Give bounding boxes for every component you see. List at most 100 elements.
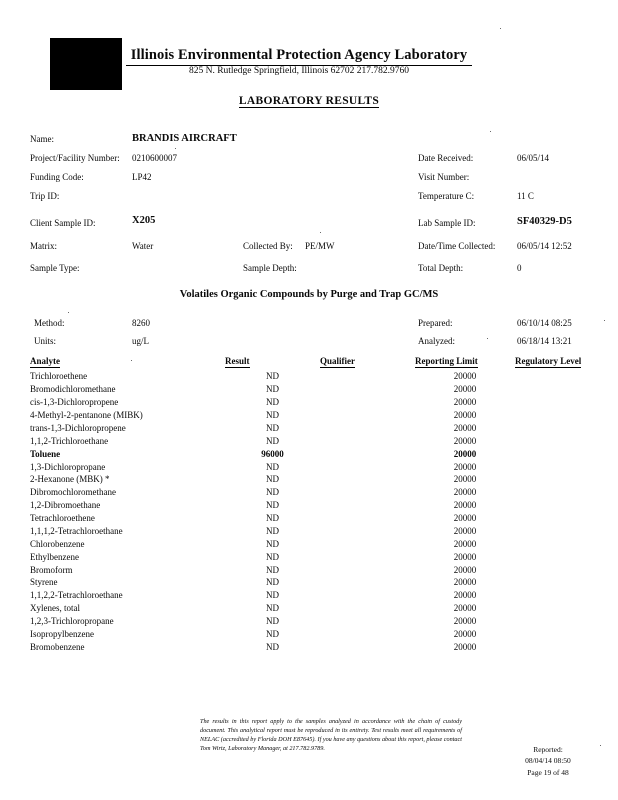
cell-result: ND [266, 641, 279, 652]
cell-result: ND [266, 551, 279, 562]
field-value-prepared: 06/10/14 08:25 [517, 318, 572, 328]
scan-speck [500, 28, 501, 29]
scan-speck [175, 148, 176, 149]
cell-result: 96000 [261, 448, 284, 459]
cell-regulatory-level [515, 499, 600, 512]
cell-qualifier [320, 525, 415, 538]
field-label-client-sample-id: Client Sample ID: [30, 218, 96, 228]
cell-reporting-limit: 20000 [453, 474, 477, 485]
cell-qualifier [320, 460, 415, 473]
cell-analyte: Ethylbenzene [30, 551, 79, 562]
cell-result: ND [266, 577, 279, 588]
cell-reporting-limit: 20000 [453, 448, 477, 459]
cell-analyte: Bromobenzene [30, 641, 85, 652]
report-footer-meta: Reported: 08/04/14 08:50 Page 19 of 48 [486, 744, 610, 778]
results-table-body: Trichloroethene ND 20000 Bromodichlorometha… [30, 370, 600, 653]
table-row: 1,2,3-Trichloropropane ND 20000 [30, 615, 600, 628]
cell-regulatory-level [515, 447, 600, 460]
table-row: 1,1,1,2-Tetrachloroethane ND 20000 [30, 525, 600, 538]
cell-qualifier [320, 615, 415, 628]
cell-reporting-limit: 20000 [453, 384, 477, 395]
cell-result: ND [266, 474, 279, 485]
cell-result: ND [266, 628, 279, 639]
cell-analyte: 1,1,1,2-Tetrachloroethane [30, 525, 123, 536]
cell-regulatory-level [515, 434, 600, 447]
cell-analyte: cis-1,3-Dichloropropene [30, 397, 119, 408]
scan-speck [131, 360, 132, 361]
table-row: 4-Methyl-2-pentanone (MIBK) ND 20000 [30, 409, 600, 422]
cell-analyte: 1,2-Dibromoethane [30, 500, 101, 511]
cell-qualifier [320, 537, 415, 550]
cell-analyte: Isopropylbenzene [30, 628, 94, 639]
cell-reporting-limit: 20000 [453, 371, 477, 382]
cell-analyte: 1,1,2-Trichloroethane [30, 435, 109, 446]
cell-qualifier [320, 370, 415, 383]
column-header-result-text: Result [225, 356, 250, 368]
cell-analyte: Xylenes, total [30, 603, 80, 614]
cell-regulatory-level [515, 628, 600, 641]
field-label-date-time-collected: Date/Time Collected: [418, 241, 496, 251]
cell-reporting-limit: 20000 [453, 500, 477, 511]
cell-result: ND [266, 371, 279, 382]
table-row: 1,2-Dibromoethane ND 20000 [30, 499, 600, 512]
field-value-lab-sample-id: SF40329-D5 [517, 216, 572, 227]
cell-result: ND [266, 422, 279, 433]
cell-reporting-limit: 20000 [453, 422, 477, 433]
cell-result: ND [266, 538, 279, 549]
cell-analyte: 2-Hexanone (MBK) * [30, 474, 110, 485]
cell-qualifier [320, 589, 415, 602]
cell-reporting-limit: 20000 [453, 577, 477, 588]
cell-qualifier [320, 434, 415, 447]
reported-label: Reported: [533, 745, 563, 754]
table-row: Bromodichloromethane ND 20000 [30, 383, 600, 396]
cell-regulatory-level [515, 602, 600, 615]
scan-speck [600, 745, 601, 746]
cell-analyte: Tetrachloroethene [30, 513, 95, 524]
table-row: cis-1,3-Dichloropropene ND 20000 [30, 396, 600, 409]
cell-regulatory-level [515, 383, 600, 396]
field-value-name: BRANDIS AIRCRAFT [132, 133, 237, 144]
cell-result: ND [266, 500, 279, 511]
scan-speck [68, 312, 69, 313]
table-header-row: Analyte Result Qualifier Reporting Limit… [30, 356, 600, 370]
table-row: Xylenes, total ND 20000 [30, 602, 600, 615]
cell-qualifier [320, 499, 415, 512]
field-label-funding-code: Funding Code: [30, 172, 84, 182]
cell-analyte: 1,3-Dichloropropane [30, 461, 106, 472]
cell-reporting-limit: 20000 [453, 397, 477, 408]
field-value-units: ug/L [132, 336, 149, 346]
field-label-lab-sample-id: Lab Sample ID: [418, 218, 476, 228]
field-label-visit-number: Visit Number: [418, 172, 470, 182]
field-value-total-depth: 0 [517, 263, 522, 273]
table-row: Styrene ND 20000 [30, 576, 600, 589]
scan-speck [487, 338, 488, 339]
cell-regulatory-level [515, 486, 600, 499]
cell-qualifier [320, 422, 415, 435]
column-header-result: Result [225, 356, 320, 370]
page-number: Page 19 of 48 [527, 767, 569, 777]
cell-analyte: Styrene [30, 577, 58, 588]
table-row: Tetrachloroethene ND 20000 [30, 512, 600, 525]
table-row: Chlorobenzene ND 20000 [30, 537, 600, 550]
field-value-date-time-collected: 06/05/14 12:52 [517, 241, 572, 251]
field-value-temperature: 11 C [517, 191, 534, 201]
field-label-collected-by: Collected By: [243, 241, 293, 251]
reported-value: 08/04/14 08:50 [525, 756, 571, 766]
agency-logo-redaction-block [50, 38, 122, 90]
results-table-header: Analyte Result Qualifier Reporting Limit… [30, 356, 600, 370]
document-title-text: LABORATORY RESULTS [238, 95, 380, 108]
cell-result: ND [266, 461, 279, 472]
cell-analyte: 1,2,3-Trichloropropane [30, 616, 114, 627]
cell-analyte: Dibromochloromethane [30, 487, 116, 498]
table-row: 1,1,2,2-Tetrachloroethane ND 20000 [30, 589, 600, 602]
table-row: trans-1,3-Dichloropropene ND 20000 [30, 422, 600, 435]
cell-qualifier [320, 447, 415, 460]
column-header-qualifier-text: Qualifier [320, 356, 355, 368]
field-value-client-sample-id: X205 [132, 215, 156, 226]
table-row: Isopropylbenzene ND 20000 [30, 628, 600, 641]
column-header-reporting-limit: Reporting Limit [415, 356, 515, 370]
cell-regulatory-level [515, 370, 600, 383]
cell-regulatory-level [515, 396, 600, 409]
cell-result: ND [266, 487, 279, 498]
